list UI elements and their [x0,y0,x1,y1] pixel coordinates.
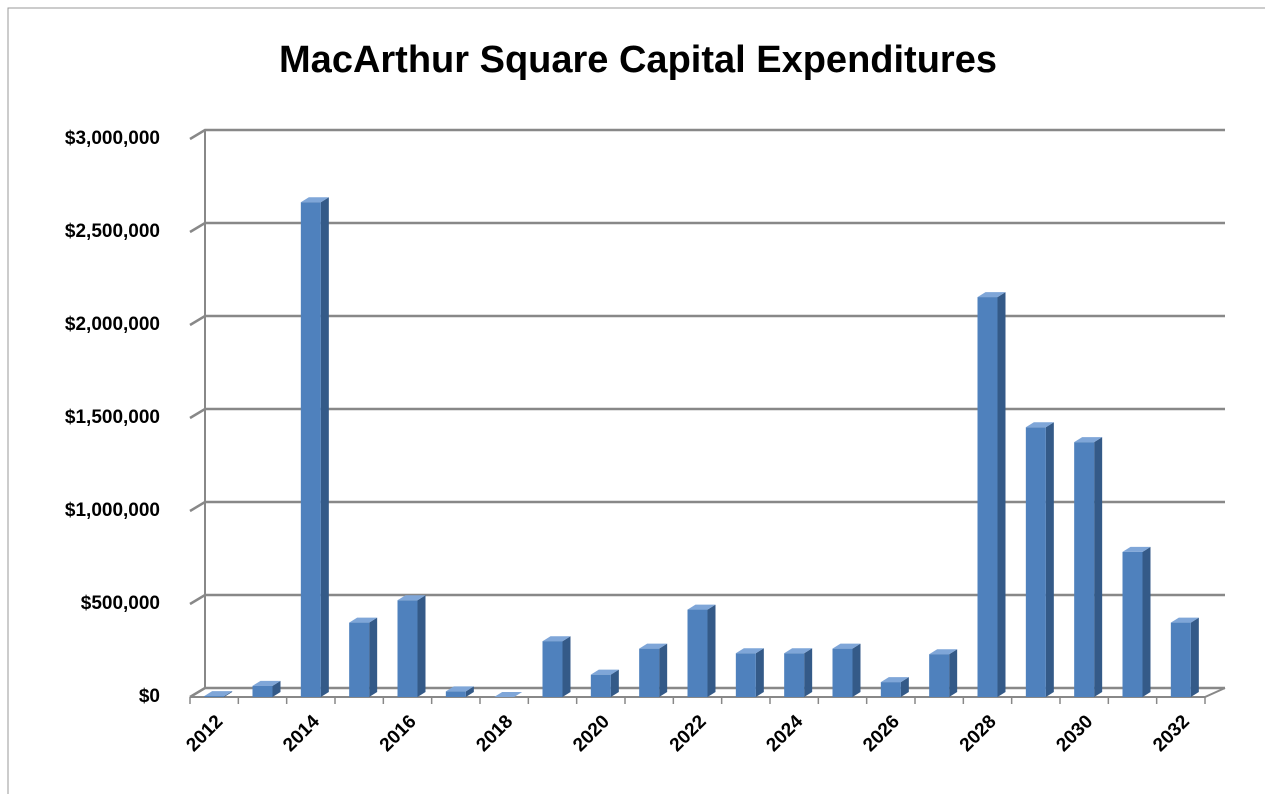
x-tick-label: 2014 [279,711,324,756]
bar [929,654,950,697]
bar-top [590,669,619,675]
bar-top [687,604,716,610]
y-tick-label: $1,000,000 [65,500,160,521]
bar [880,682,901,697]
bar [687,609,708,697]
x-tick-label: 2012 [183,711,228,756]
bar-side [755,648,764,697]
bar-side [900,677,909,697]
bar-side [804,648,813,697]
x-tick-label: 2026 [859,711,904,756]
bar-side [272,680,281,697]
x-tick-label: 2032 [1149,711,1194,756]
y-tick-label: $3,000,000 [65,128,160,149]
x-tick-label: 2022 [666,711,711,756]
bar-top [1170,617,1199,623]
bar-top [1122,546,1151,552]
bar-top [929,649,958,655]
bar [542,641,563,697]
bar [784,653,805,697]
x-tick-label: 2020 [569,711,614,756]
grid-line [189,221,1225,234]
bar [832,648,853,697]
grid-line [189,500,1225,513]
bar-side [1045,422,1054,697]
bar-top [300,197,329,203]
bar-top [349,617,378,623]
bar-side [1094,437,1103,697]
grid-line [189,593,1225,606]
bar-top [639,643,668,649]
bar-top [542,636,571,642]
bar-side [997,292,1006,697]
bar-side [320,197,329,698]
grid-line [189,314,1225,327]
grid-line [189,128,1225,141]
bar-side [610,669,619,697]
bar-side [465,686,474,697]
y-tick-label: $500,000 [81,593,160,614]
bar [590,674,611,697]
bar-side [852,643,861,697]
bar-top [784,648,813,654]
y-tick-label: $0 [139,686,160,707]
bar [1170,622,1191,697]
x-tick-label: 2016 [376,711,421,756]
bar [735,653,756,697]
bar-side [949,649,958,697]
bar-top [735,648,764,654]
bar [300,202,321,698]
bar-side [659,643,668,697]
grid-line [189,407,1225,420]
bar-side [562,636,571,697]
bar-side [1190,617,1199,697]
bar [349,622,370,697]
bar [1122,551,1143,697]
bar [204,696,225,697]
x-tick-label: 2024 [763,711,808,756]
bar-top [494,692,523,697]
y-tick-label: $2,000,000 [65,314,160,335]
bar-top [1025,422,1054,428]
bar-top [977,292,1006,298]
bar-side [1142,546,1151,697]
bar [252,685,273,697]
bar-top [880,677,909,683]
chart-border [7,7,1265,794]
bar-top [445,686,474,692]
y-tick-label: $1,500,000 [65,407,160,428]
bar-side [417,595,426,697]
y-tick-label: $2,500,000 [65,221,160,242]
x-tick-label: 2018 [473,711,518,756]
bar [397,600,418,697]
bar-side [224,691,233,697]
bar-top [1074,437,1103,443]
bar-side [369,617,378,697]
chart-title: MacArthur Square Capital Expenditures [279,39,997,81]
bar [977,297,998,697]
bar-top [832,643,861,649]
bar [1025,427,1046,697]
bar-top [252,680,281,686]
x-tick-label: 2030 [1053,711,1098,756]
bar [639,648,660,697]
bar-top [204,691,233,697]
x-tick-label: 2028 [956,711,1001,756]
bar-side [707,604,716,697]
bar [445,691,466,697]
bar-top [397,595,426,601]
bar [1074,442,1095,697]
